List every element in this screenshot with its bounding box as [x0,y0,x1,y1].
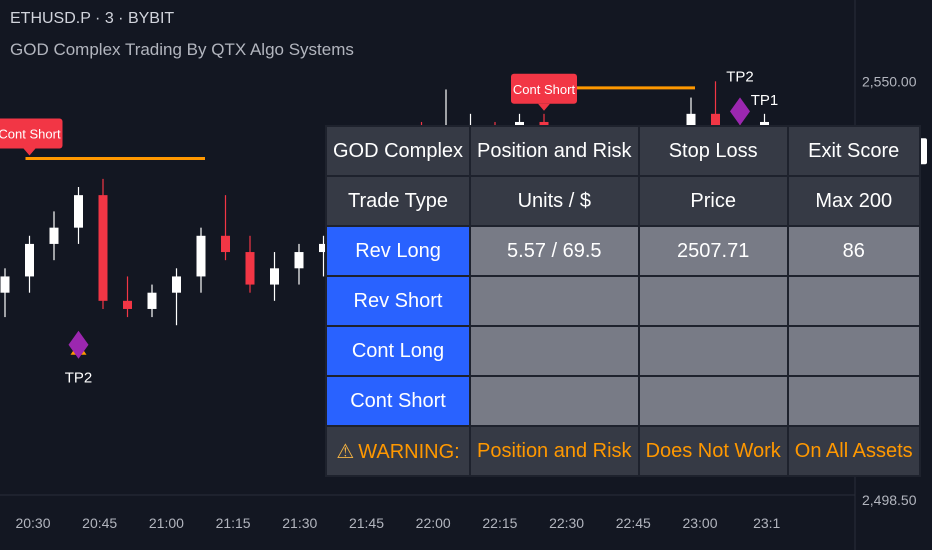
symbol-title[interactable]: ETHUSD.P · 3 · BYBIT [10,10,175,27]
candle-body [319,243,328,253]
table-header-cell: Position and Risk [471,127,638,175]
candle-body [0,276,10,293]
exit-score-value [788,277,919,325]
signal-label-box [511,73,577,104]
position-risk-table: GOD Complex Position and Risk Stop Loss … [325,125,921,477]
trade-type-label: Cont Short [327,377,470,425]
table-header-cell: Max 200 [788,177,919,225]
candle-body [147,292,157,309]
price-tick-label: 2,498.50 [862,492,917,508]
trade-type-label: Cont Long [327,327,470,375]
table-header-cell: Units / $ [471,177,638,225]
signal-labels: Cont Short Cont Short [0,73,577,156]
time-tick-label: 22:45 [616,515,651,531]
time-tick-label: 20:45 [82,515,117,531]
tp-label: TP1 [751,92,779,109]
candle-body [49,227,59,244]
warning-row: ⚠ WARNING: Position and Risk Does Not Wor… [327,427,919,475]
time-axis[interactable]: 20:30 20:45 21:00 21:15 21:30 21:45 22:00 22:15… [0,494,855,531]
units-value [471,277,638,325]
signal-label-text: Cont Short [0,126,61,141]
exit-score-value [788,327,919,375]
warning-text: Does Not Work [639,427,787,475]
table-header-cell: GOD Complex [327,127,470,175]
table-header-cell: Stop Loss [639,127,787,175]
candle-body [245,252,255,285]
time-tick-label: 22:15 [482,515,517,531]
candle-body [25,243,34,277]
stop-loss-price-value [639,327,787,375]
trade-type-label: Rev Long [327,227,470,275]
time-tick-label: 23:1 [753,515,780,531]
time-tick-label: 21:45 [349,515,384,531]
candle-body [172,276,181,293]
stop-loss-price-value [639,377,787,425]
signal-label-box [0,118,63,149]
time-tick-label: 20:30 [15,515,50,531]
signal-label: Cont Short [511,73,577,111]
warning-text: On All Assets [788,427,919,475]
table-header-cell: Price [639,177,787,225]
warning-text: Position and Risk [471,427,638,475]
table-row-cont-short: Cont Short [327,377,919,425]
units-value: 5.57 / 69.5 [471,227,638,275]
tp-label: TP2 [65,370,93,387]
warning-icon: ⚠ [336,440,355,463]
exit-score-value [788,377,919,425]
tp-markers: TP2 TP2 TP1 [65,68,779,386]
candle-body [123,300,132,309]
warning-label: WARNING: [358,440,460,463]
candle-body [221,235,230,253]
tp-diamond-shape [730,97,750,126]
time-tick-label: 21:15 [216,515,251,531]
time-tick-label: 22:00 [416,515,451,531]
table-row-cont-long: Cont Long [327,327,919,375]
trade-type-label: Rev Short [327,277,470,325]
price-tick-label: 2,550.00 [862,73,917,89]
tp-marker: TP2 [65,330,93,387]
signal-label-pointer [23,148,36,156]
units-value [471,377,638,425]
exit-score-value: 86 [788,227,919,275]
indicator-title[interactable]: GOD Complex Trading By QTX Algo Systems [10,40,354,59]
table-row-rev-short: Rev Short [327,277,919,325]
time-tick-label: 22:30 [549,515,584,531]
time-tick-label: 21:00 [149,515,184,531]
table-row-rev-long: Rev Long 5.57 / 69.5 2507.71 86 [327,227,919,275]
signal-label-text: Cont Short [513,82,576,97]
candle-body [711,113,720,131]
candle-body [270,268,279,285]
table-header-cell: Trade Type [327,177,470,225]
signal-label: Cont Short [0,118,63,156]
table-header-cell: Exit Score [788,127,919,175]
time-tick-label: 21:30 [282,515,317,531]
table-subheader-row: Trade Type Units / $ Price Max 200 [327,177,919,225]
time-tick-label: 23:00 [682,515,717,531]
stop-loss-price-value [639,277,787,325]
candle-body [98,195,108,301]
signal-label-pointer [538,103,550,111]
tp-marker: TP2 [726,68,754,126]
candle-body [294,252,304,269]
candle-body [196,235,206,277]
tp-diamond-shape [68,330,89,359]
table-header-row: GOD Complex Position and Risk Stop Loss … [327,127,919,175]
stop-loss-price-value: 2507.71 [639,227,787,275]
candle-body [74,195,83,228]
stop-loss-lines [25,86,695,161]
units-value [471,327,638,375]
tp-label: TP2 [726,68,754,85]
warning-label-cell: ⚠ WARNING: [327,427,470,475]
